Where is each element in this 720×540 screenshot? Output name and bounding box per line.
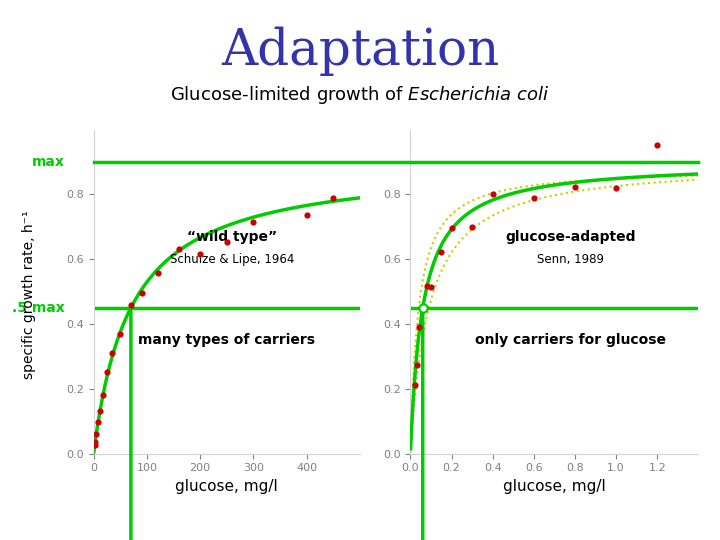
Text: specific growth rate, h⁻¹: specific growth rate, h⁻¹ [22, 210, 36, 379]
Text: many types of carriers: many types of carriers [138, 333, 315, 347]
Text: glucose-adapted: glucose-adapted [505, 230, 636, 244]
Point [436, 248, 447, 256]
Point [94, 407, 106, 416]
Point [426, 282, 437, 291]
Text: max: max [32, 155, 64, 169]
Point [301, 211, 312, 220]
Point [89, 437, 101, 446]
Text: “wild type”: “wild type” [187, 230, 277, 244]
Point [173, 245, 184, 253]
Point [570, 183, 581, 191]
Text: only carriers for glucose: only carriers for glucose [475, 333, 666, 347]
Point [652, 141, 663, 150]
Point [152, 268, 163, 277]
Point [91, 429, 102, 438]
X-axis label: glucose, mg/l: glucose, mg/l [503, 479, 606, 494]
Point [409, 380, 420, 389]
Point [421, 282, 433, 291]
Point [221, 237, 233, 246]
Text: .5 max: .5 max [12, 301, 64, 315]
Point [248, 218, 259, 227]
Text: Senn, 1989: Senn, 1989 [537, 253, 604, 266]
Text: Adaptation: Adaptation [221, 27, 499, 77]
Point [92, 417, 104, 426]
Point [487, 190, 498, 199]
Point [97, 390, 109, 399]
Point [611, 184, 622, 193]
Point [417, 306, 428, 314]
Point [89, 441, 100, 450]
Point [107, 349, 118, 357]
Point [417, 303, 428, 312]
Point [194, 250, 206, 259]
Text: Glucose-limited growth of $\it{Escherichia\ coli}$: Glucose-limited growth of $\it{Escherich… [171, 84, 549, 106]
Point [125, 300, 137, 309]
X-axis label: glucose, mg/l: glucose, mg/l [176, 479, 278, 494]
Point [411, 360, 423, 369]
Point [114, 330, 126, 339]
Point [136, 288, 148, 297]
Point [413, 322, 424, 331]
Point [101, 368, 113, 376]
Point [528, 194, 539, 202]
Text: Schulze & Lipe, 1964: Schulze & Lipe, 1964 [170, 253, 294, 266]
Point [328, 194, 339, 202]
Point [467, 223, 478, 232]
Point [446, 224, 457, 232]
